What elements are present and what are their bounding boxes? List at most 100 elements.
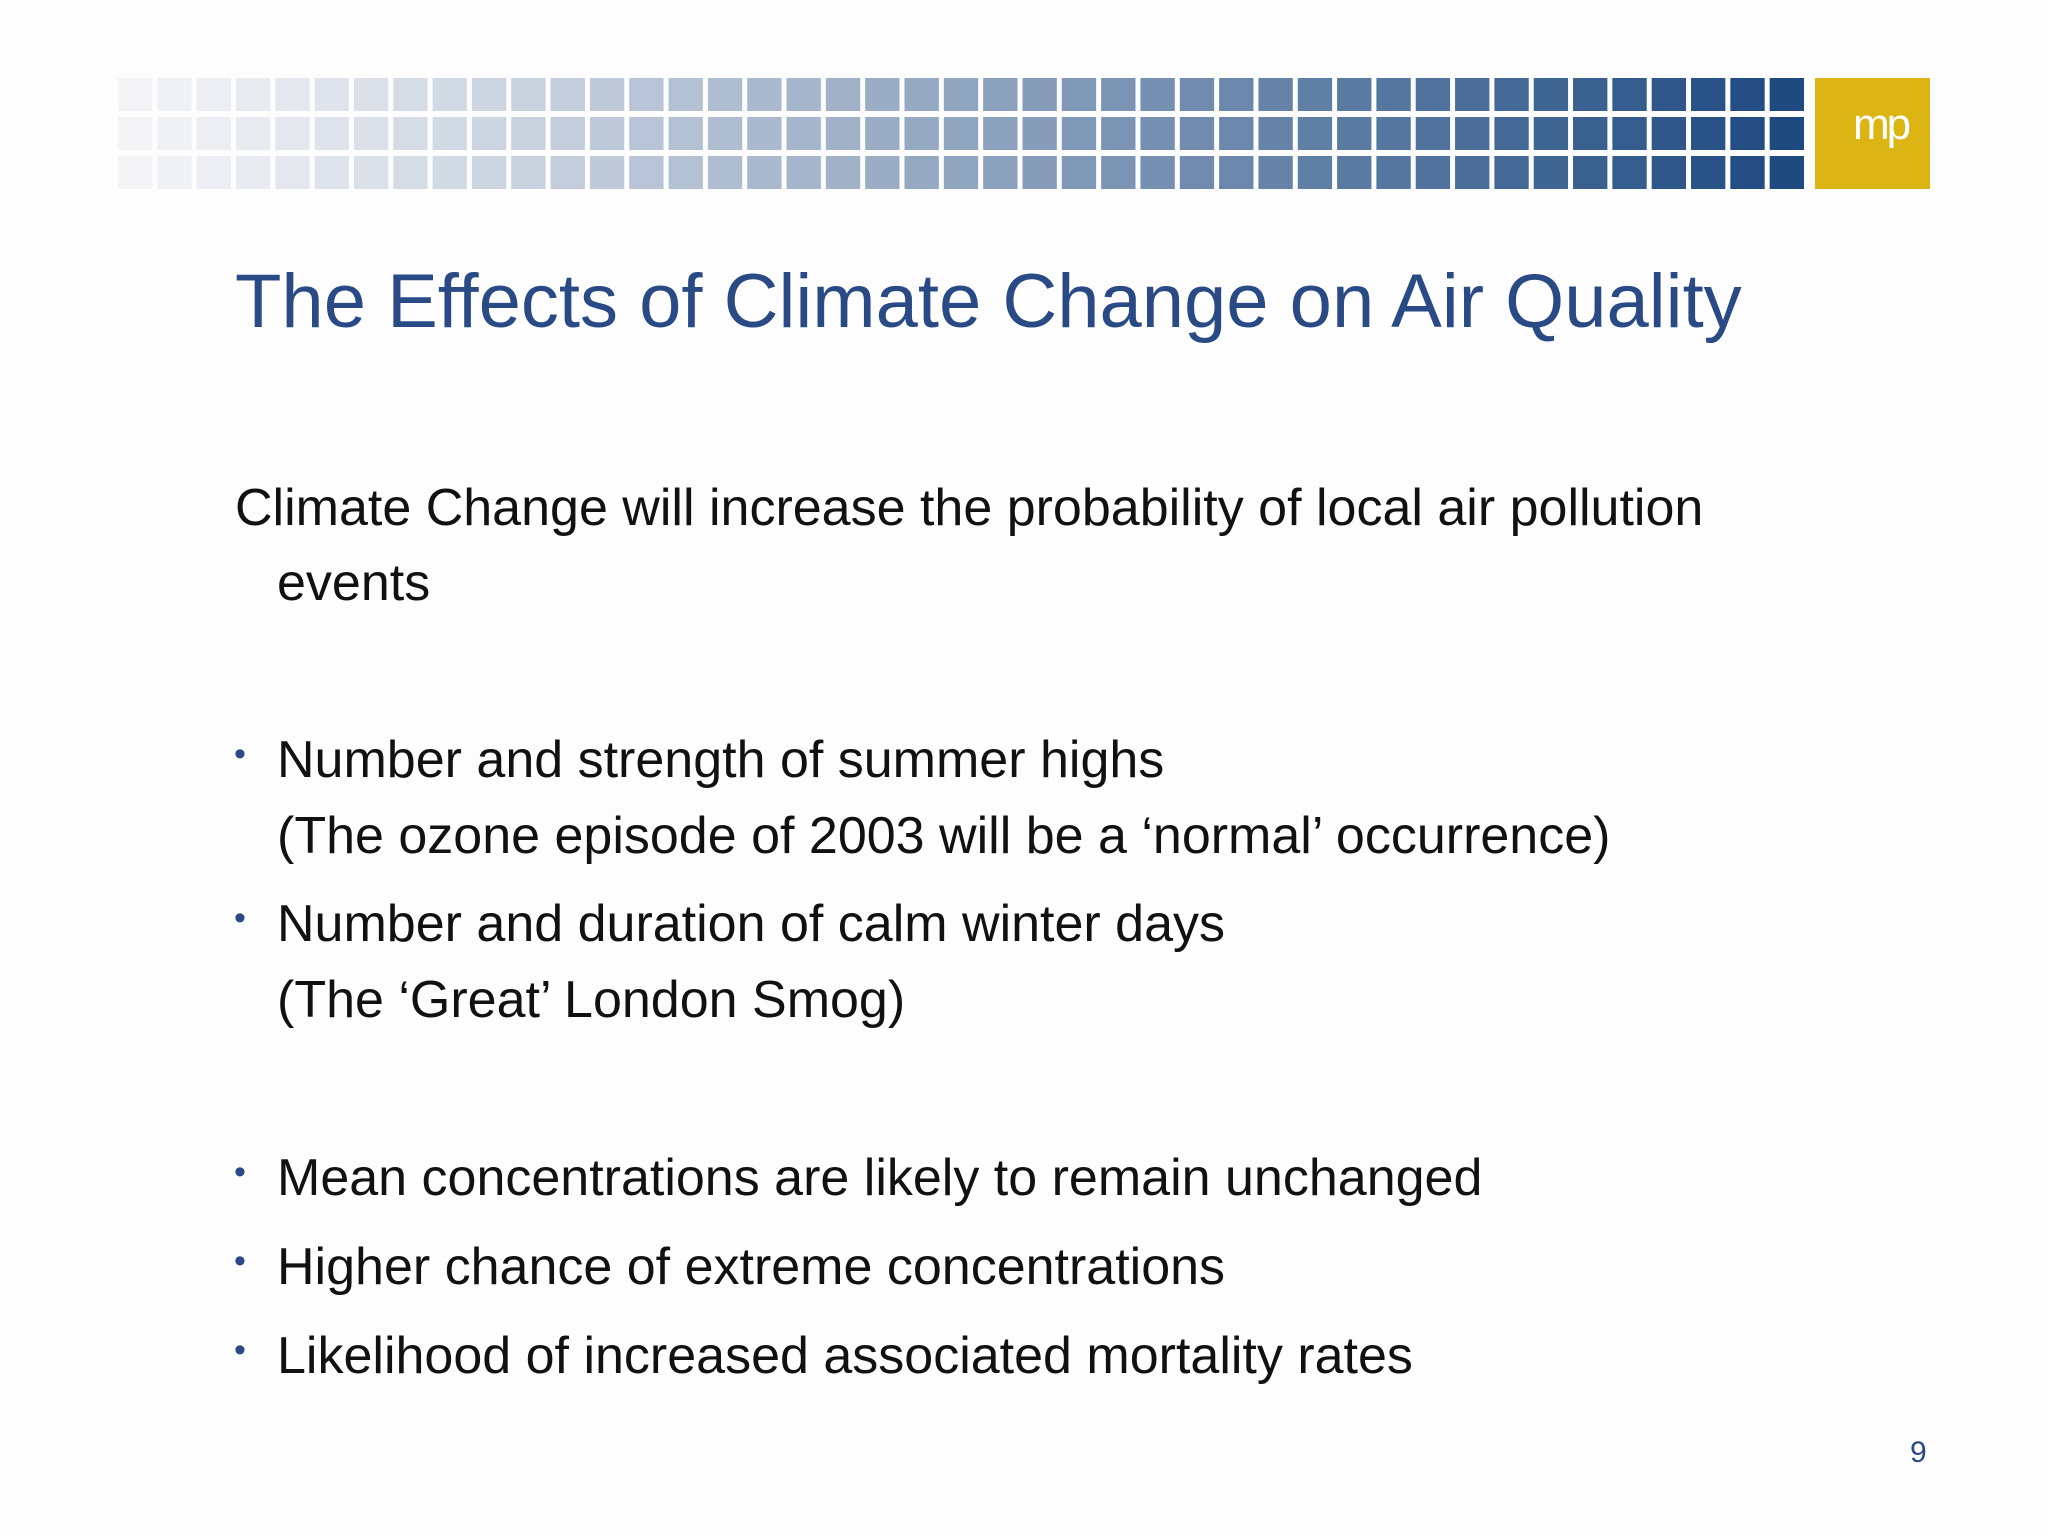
header-square <box>1022 156 1057 189</box>
header-square <box>786 156 821 189</box>
bullet-dot: • <box>234 735 246 773</box>
header-square <box>1219 156 1254 189</box>
header-square <box>275 117 310 150</box>
header-square <box>1533 78 1569 111</box>
header-square <box>550 78 585 111</box>
bullet-text: Likelihood of increased associated morta… <box>277 1327 1413 1385</box>
header-square <box>1415 156 1451 189</box>
header-square <box>353 156 389 189</box>
header-square <box>432 156 467 189</box>
header-square <box>393 156 428 189</box>
header-square <box>904 117 939 150</box>
header-square <box>196 117 231 150</box>
header-square <box>983 156 1018 189</box>
header-square <box>1022 78 1057 111</box>
header-square <box>707 78 743 111</box>
header-square <box>1061 78 1097 111</box>
bullet-text: Number and duration of calm winter days <box>277 895 1226 953</box>
header-square <box>235 156 271 189</box>
header-square <box>1573 156 1608 189</box>
header-square <box>1455 156 1490 189</box>
header-square <box>314 156 349 189</box>
header-square <box>1415 78 1451 111</box>
header-square <box>1651 156 1687 189</box>
header-square <box>118 78 153 111</box>
header-square <box>235 78 271 111</box>
header-square <box>393 78 428 111</box>
header-square <box>983 78 1018 111</box>
header-square <box>1730 117 1765 150</box>
header-square <box>471 78 507 111</box>
header-square <box>511 117 546 150</box>
header-square <box>1730 156 1765 189</box>
header-square <box>1061 117 1097 150</box>
header-square <box>668 156 703 189</box>
header-square <box>1415 117 1451 150</box>
header-square <box>1101 117 1136 150</box>
header-square <box>196 156 231 189</box>
bullet-note: (The ‘Great’ London Smog) <box>277 971 906 1029</box>
header-square <box>118 156 153 189</box>
header-square <box>747 78 782 111</box>
bullet-text: Mean concentrations are likely to remain… <box>277 1149 1483 1207</box>
header-square <box>1140 117 1175 150</box>
header-square <box>511 156 546 189</box>
bullet-dot: • <box>234 899 246 937</box>
header-square <box>1691 117 1726 150</box>
header-square <box>1769 117 1804 150</box>
header-square <box>1691 78 1726 111</box>
bullet-dot: • <box>234 1153 246 1191</box>
header-square <box>629 78 664 111</box>
header-square <box>629 156 664 189</box>
header-square <box>1494 156 1529 189</box>
header-square <box>1219 117 1254 150</box>
header-square <box>983 117 1018 150</box>
header-square <box>1612 78 1647 111</box>
header-square <box>1455 117 1490 150</box>
header-square <box>943 117 979 150</box>
header-square <box>747 156 782 189</box>
header-square <box>668 117 703 150</box>
header-square <box>589 78 625 111</box>
bullet-note: (The ozone episode of 2003 will be a ‘no… <box>277 807 1611 865</box>
header-square <box>314 78 349 111</box>
header-square <box>1769 156 1804 189</box>
header-pattern <box>118 78 1804 189</box>
header-square <box>393 117 428 150</box>
logo: mp <box>1815 78 1930 189</box>
header-square <box>275 78 310 111</box>
header-square <box>943 156 979 189</box>
bullet-text: Number and strength of summer highs <box>277 731 1165 789</box>
header-square <box>235 117 271 150</box>
header-square <box>196 78 231 111</box>
header-square <box>825 117 861 150</box>
header-square <box>118 117 153 150</box>
bullet-dot: • <box>234 1242 246 1280</box>
header-square <box>157 156 192 189</box>
header-square <box>1297 156 1333 189</box>
header-square <box>1730 78 1765 111</box>
header-square <box>589 117 625 150</box>
header-square <box>1258 117 1293 150</box>
header-square <box>707 117 743 150</box>
header-square <box>1769 78 1804 111</box>
header-square <box>825 156 861 189</box>
header-square <box>1651 78 1687 111</box>
header-square <box>668 78 703 111</box>
bullet-dot: • <box>234 1331 246 1369</box>
header-square <box>1258 156 1293 189</box>
header-square <box>1494 78 1529 111</box>
header-square <box>904 156 939 189</box>
header-square <box>353 117 389 150</box>
header-square <box>353 78 389 111</box>
bullet-text: Higher chance of extreme concentrations <box>277 1238 1226 1296</box>
header-square <box>1573 117 1608 150</box>
header-square <box>550 156 585 189</box>
header-square <box>943 78 979 111</box>
header-square <box>550 117 585 150</box>
header-square <box>1376 156 1411 189</box>
page-number: 9 <box>1910 1436 1927 1469</box>
header-square <box>1179 156 1215 189</box>
header-square <box>1376 78 1411 111</box>
